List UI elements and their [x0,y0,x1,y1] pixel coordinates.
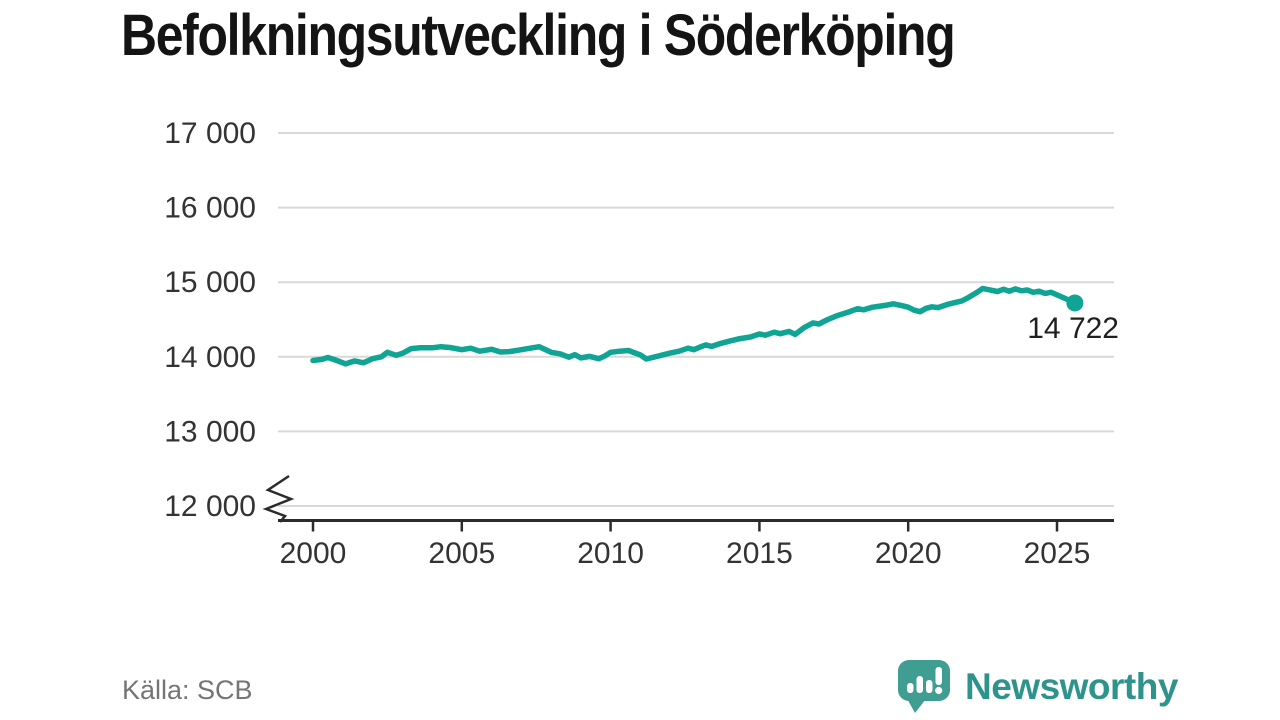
chart-title: Befolkningsutveckling i Söderköping [121,3,956,68]
y-tick-label: 15 000 [164,266,256,299]
exclamation-bar [935,667,942,685]
x-tick-label: 2015 [726,537,793,570]
gridlines [278,132,1114,507]
y-tick-label: 14 000 [164,341,256,374]
x-tick-label: 2000 [280,537,347,570]
newsworthy-wordmark: Newsworthy [965,666,1178,707]
bar-3 [926,680,933,693]
y-tick-label: 16 000 [164,192,256,225]
x-tick-label: 2020 [875,537,942,570]
x-tick-label: 2010 [577,537,644,570]
exclamation-dot [935,686,943,695]
y-tick-label: 17 000 [164,117,256,150]
bar-2 [916,676,923,693]
source-label: Källa: SCB [122,675,253,705]
y-axis-break-icon [262,474,295,523]
newsworthy-icon [898,660,950,713]
y-tick-label: 13 000 [164,415,256,448]
y-tick-label: 12 000 [164,490,256,523]
latest-value-dot [1066,294,1084,312]
x-tick-label: 2005 [428,537,495,570]
speech-bubble-tail [905,695,929,713]
speech-bubble-shape [898,660,950,701]
x-tick-label: 2025 [1024,537,1091,570]
y-axis-labels: 17 000 16 000 15 000 14 000 13 000 12 000 [164,117,256,523]
population-line [310,285,1078,367]
x-axis-labels: 2000 2005 2010 2015 2020 2025 [280,537,1091,570]
bar-1 [907,683,914,693]
newsworthy-logo: Newsworthy [897,658,1178,716]
latest-value-label: 14 722 [1027,312,1119,345]
x-axis-ticks [311,519,1059,532]
